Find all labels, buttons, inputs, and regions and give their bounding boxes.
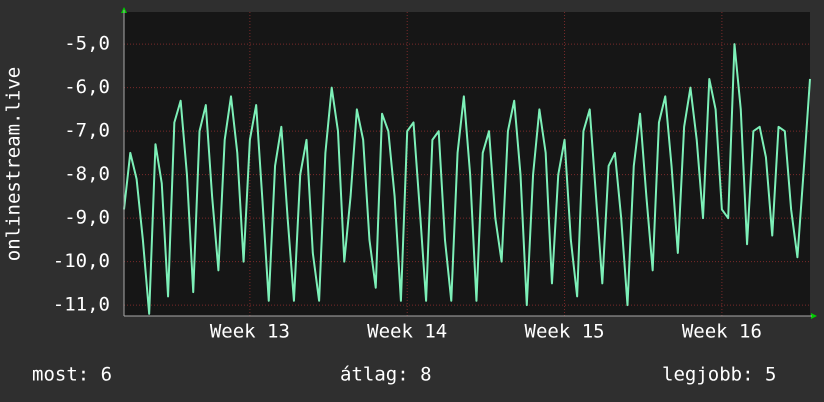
x-axis-arrow [811,313,817,319]
stat-best: legjobb: 5 [662,364,776,386]
y-tick-label: -7,0 [64,120,110,142]
y-tick-label: -10,0 [53,250,110,272]
x-tick-label: Week 13 [210,321,290,343]
y-tick-label: -6,0 [64,76,110,98]
stat-average: átlag: 8 [340,364,432,386]
y-tick-label: -11,0 [53,294,110,316]
x-tick-label: Week 15 [525,321,605,343]
plot-area [124,12,810,316]
x-tick-label: Week 14 [367,321,447,343]
y-tick-label: -8,0 [64,163,110,185]
y-tick-label: -9,0 [64,207,110,229]
y-tick-label: -5,0 [64,33,110,55]
y-axis-label: onlinestream.live [3,67,25,261]
stat-current: most: 6 [32,364,112,386]
data-line [123,43,811,315]
x-tick-label: Week 16 [682,321,762,343]
